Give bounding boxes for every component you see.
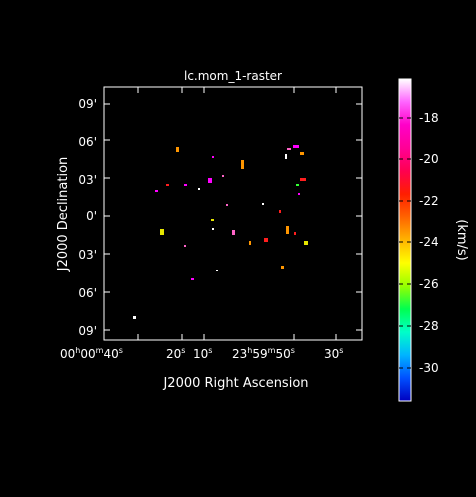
emission-blob	[184, 245, 186, 247]
emission-blob	[304, 241, 308, 245]
emission-blob	[300, 152, 304, 155]
x-tick-label: 10s	[193, 346, 212, 361]
colorbar-tick-label: -30	[419, 361, 439, 375]
emission-blob	[155, 190, 158, 192]
colorbar-tick-label: -18	[419, 111, 439, 125]
x-tick-label: 30s	[324, 346, 343, 361]
emission-blob	[222, 175, 224, 177]
emission-blob	[262, 203, 264, 205]
emission-blob	[300, 178, 306, 181]
plot-frame	[103, 86, 363, 341]
emission-blob	[281, 266, 284, 269]
emission-blob	[264, 238, 268, 242]
colorbar: -18 -20 -22 -24 -26 -28 -30 (km/s)	[398, 78, 469, 402]
emission-blob	[293, 145, 299, 148]
emission-blob	[166, 184, 169, 186]
emission-blob	[191, 278, 194, 280]
colorbar-gradient	[398, 78, 412, 402]
emission-blob	[176, 147, 179, 152]
x-axis-label: J2000 Right Ascension	[162, 376, 308, 391]
emission-blob	[286, 226, 289, 234]
y-tick-label: 03'	[78, 173, 97, 187]
emission-blob	[298, 193, 300, 195]
y-tick-label: 09'	[78, 324, 97, 338]
colorbar-tick-labels: -18 -20 -22 -24 -26 -28 -30	[419, 111, 439, 375]
y-tick-label: 06'	[78, 286, 97, 300]
emission-blob	[160, 229, 164, 235]
y-tick-label: 03'	[78, 248, 97, 262]
x-tick-label: 00h00m40s	[60, 346, 123, 361]
emission-blob	[208, 178, 212, 183]
x-tick-labels: 00h00m40s 20s 10s 23h59m50s 30s	[60, 346, 343, 361]
y-tick-labels: 09' 06' 03' 0' 03' 06' 09'	[78, 97, 97, 338]
colorbar-label: (km/s)	[454, 219, 469, 261]
emission-blob	[241, 160, 244, 169]
y-tick-label: 06'	[78, 135, 97, 149]
plot-title: lc.mom_1-raster	[184, 69, 282, 83]
emission-blob	[133, 316, 136, 319]
emission-blob	[226, 204, 228, 206]
colorbar-tick-label: -26	[419, 277, 439, 291]
emission-blob	[184, 184, 187, 186]
emission-blob	[294, 232, 296, 235]
x-tick-label: 20s	[166, 346, 185, 361]
colorbar-tick-label: -24	[419, 235, 439, 249]
y-tick-label: 09'	[78, 97, 97, 111]
emission-blob	[232, 230, 235, 235]
colorbar-ticks	[399, 117, 411, 369]
colorbar-tick-label: -22	[419, 194, 439, 208]
emission-blob	[279, 210, 281, 213]
emission-blob	[249, 241, 251, 245]
emission-blob	[198, 188, 200, 190]
emission-blob	[211, 219, 214, 221]
emission-blobs	[133, 145, 308, 319]
frame-ticks	[104, 87, 362, 340]
emission-blob	[212, 228, 214, 230]
y-tick-label: 0'	[86, 209, 97, 223]
emission-blob	[285, 154, 287, 159]
emission-blob	[212, 156, 214, 158]
x-tick-label: 23h59m50s	[232, 346, 295, 361]
colorbar-tick-label: -20	[419, 152, 439, 166]
emission-blob	[216, 270, 218, 271]
colorbar-tick-label: -28	[419, 319, 439, 333]
emission-blob	[287, 148, 291, 150]
y-axis-label: J2000 Declination	[56, 157, 71, 273]
emission-blob	[296, 184, 299, 186]
